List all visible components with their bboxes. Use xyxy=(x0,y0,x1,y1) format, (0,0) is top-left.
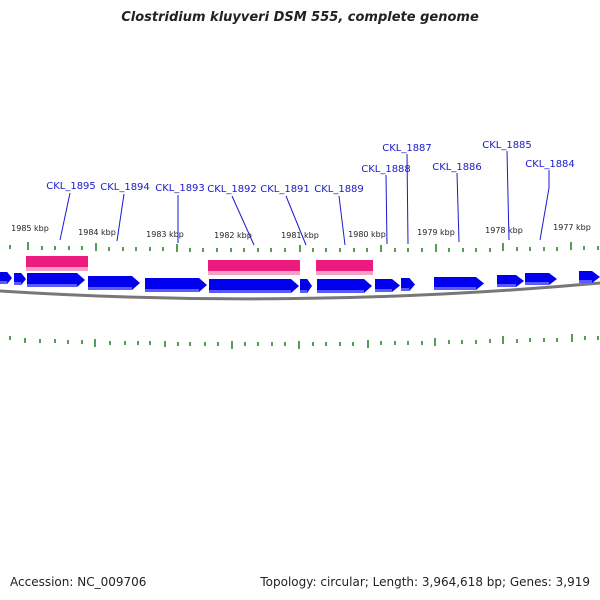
gene-label[interactable]: CKL_1888 xyxy=(361,164,411,175)
genome-summary-text: Topology: circular; Length: 3,964,618 bp… xyxy=(260,575,590,589)
gene-arrow-shade xyxy=(145,289,199,292)
gene-arrow-shade xyxy=(401,288,410,291)
gene-label-leader xyxy=(231,195,255,246)
gene-arrow-shade xyxy=(209,290,291,293)
kbp-tick-label: 1979 kbp xyxy=(417,228,455,237)
gene-arrow[interactable] xyxy=(375,279,400,292)
gene-arrow[interactable] xyxy=(434,277,484,290)
gene-arrow-shade xyxy=(88,287,132,290)
kbp-tick-label: 1980 kbp xyxy=(348,230,386,239)
gene-label[interactable]: CKL_1884 xyxy=(525,159,575,170)
highlight-band-shade xyxy=(26,267,88,271)
gene-arrow[interactable] xyxy=(300,279,312,293)
gene-arrow-shade xyxy=(300,290,308,293)
kbp-tick-label: 1981 kbp xyxy=(281,231,319,240)
kbp-tick-label: 1985 kbp xyxy=(11,224,49,233)
gene-arrow-shade xyxy=(497,284,516,287)
kbp-tick-label: 1978 kbp xyxy=(485,226,523,235)
gene-arrow[interactable] xyxy=(401,278,415,291)
gene-label-leader xyxy=(506,150,510,241)
gene-label-leader xyxy=(338,195,346,246)
gene-label-leader xyxy=(285,195,307,246)
gene-label-leader xyxy=(539,170,550,241)
genome-backbone xyxy=(0,281,600,301)
highlight-band-shade xyxy=(208,271,300,275)
gene-label-leader xyxy=(116,193,125,242)
gene-arrow[interactable] xyxy=(88,276,140,290)
gene-arrow[interactable] xyxy=(27,273,85,287)
gene-arrow-shade xyxy=(579,280,592,283)
gene-label[interactable]: CKL_1886 xyxy=(432,162,482,173)
kbp-tick-label: 1984 kbp xyxy=(78,228,116,237)
gene-arrow-shade xyxy=(27,284,77,287)
gene-label[interactable]: CKL_1893 xyxy=(155,183,205,194)
map-title: Clostridium kluyveri DSM 555, complete g… xyxy=(121,10,479,25)
gene-arrow-shade xyxy=(525,282,549,285)
gene-label[interactable]: CKL_1894 xyxy=(100,182,150,193)
gene-label-leader xyxy=(456,172,460,243)
gene-label[interactable]: CKL_1892 xyxy=(207,184,257,195)
gene-arrow[interactable] xyxy=(145,278,207,292)
gene-arrow[interactable] xyxy=(209,279,299,293)
gene-label[interactable]: CKL_1887 xyxy=(382,143,432,154)
kbp-tick-label: 1983 kbp xyxy=(146,230,184,239)
gene-label[interactable]: CKL_1889 xyxy=(314,184,364,195)
gene-arrow-shade xyxy=(375,289,392,292)
gene-arrow-shade xyxy=(434,287,476,290)
highlight-band-shade xyxy=(316,271,373,275)
gene-arrow-shade xyxy=(317,290,364,293)
accession-text: Accession: NC_009706 xyxy=(10,575,147,589)
gene-arrow-shade xyxy=(0,281,8,284)
gene-arrow-shade xyxy=(14,282,22,285)
kbp-tick-label: 1982 kbp xyxy=(214,231,252,240)
kbp-tick-label: 1977 kbp xyxy=(553,223,591,232)
gene-label[interactable]: CKL_1895 xyxy=(46,181,96,192)
gene-label-leader xyxy=(406,153,409,245)
gene-label-leader xyxy=(385,174,388,245)
gene-label[interactable]: CKL_1891 xyxy=(260,184,310,195)
gene-arrow[interactable] xyxy=(317,279,372,293)
gene-label[interactable]: CKL_1885 xyxy=(482,140,532,151)
gene-label-leader xyxy=(59,192,71,241)
